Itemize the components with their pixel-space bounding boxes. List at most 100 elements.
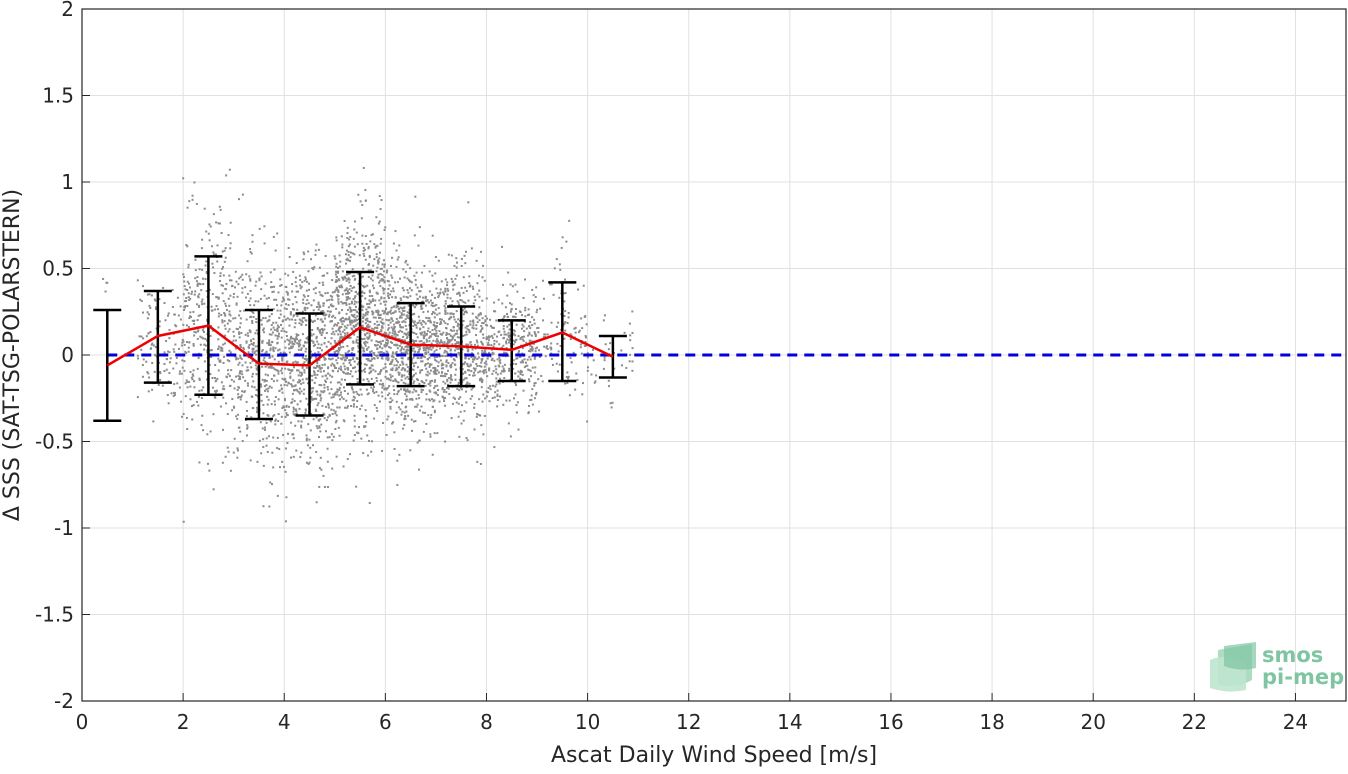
- scatter-point: [320, 384, 323, 387]
- scatter-point: [345, 355, 348, 358]
- scatter-point: [420, 333, 423, 336]
- scatter-point: [493, 301, 496, 304]
- scatter-point: [367, 392, 370, 395]
- scatter-point: [359, 408, 362, 411]
- scatter-point: [431, 274, 434, 277]
- scatter-point: [433, 356, 436, 359]
- scatter-point: [281, 460, 284, 463]
- scatter-point: [377, 310, 380, 313]
- scatter-point: [289, 313, 292, 316]
- scatter-point: [384, 363, 387, 366]
- scatter-point: [185, 416, 188, 419]
- scatter-point: [425, 316, 428, 319]
- scatter-point: [386, 279, 389, 282]
- scatter-point: [402, 363, 405, 366]
- scatter-point: [408, 279, 411, 282]
- scatter-point: [373, 385, 376, 388]
- scatter-point: [208, 469, 211, 472]
- scatter-point: [219, 349, 222, 352]
- scatter-point: [379, 302, 382, 305]
- scatter-point: [403, 339, 406, 342]
- scatter-point: [293, 314, 296, 317]
- scatter-point: [377, 351, 380, 354]
- scatter-point: [353, 360, 356, 363]
- scatter-point: [446, 341, 449, 344]
- scatter-point: [280, 304, 283, 307]
- scatter-point: [442, 343, 445, 346]
- scatter-point: [356, 400, 359, 403]
- scatter-point: [448, 339, 451, 342]
- scatter-point: [305, 437, 308, 440]
- scatter-point: [187, 292, 190, 295]
- scatter-point: [326, 416, 329, 419]
- scatter-point: [465, 311, 468, 314]
- scatter-point: [425, 373, 428, 376]
- scatter-point: [323, 328, 326, 331]
- scatter-point: [387, 294, 390, 297]
- scatter-point: [502, 403, 505, 406]
- scatter-point: [493, 333, 496, 336]
- scatter-point: [319, 332, 322, 335]
- scatter-point: [367, 359, 370, 362]
- scatter-point: [245, 341, 248, 344]
- scatter-point: [288, 368, 291, 371]
- scatter-point: [353, 419, 356, 422]
- scatter-point: [508, 328, 511, 331]
- scatter-point: [351, 287, 354, 290]
- scatter-point: [467, 299, 470, 302]
- scatter-point: [364, 344, 367, 347]
- scatter-point: [222, 385, 225, 388]
- scatter-point: [205, 272, 208, 275]
- scatter-point: [444, 278, 447, 281]
- scatter-point: [262, 446, 265, 449]
- scatter-point: [462, 309, 465, 312]
- scatter-point: [194, 290, 197, 293]
- scatter-point: [396, 361, 399, 364]
- scatter-point: [297, 334, 300, 337]
- scatter-point: [444, 355, 447, 358]
- scatter-point: [192, 342, 195, 345]
- scatter-point: [370, 327, 373, 330]
- scatter-point: [191, 194, 194, 197]
- scatter-point: [317, 343, 320, 346]
- scatter-point: [542, 319, 545, 322]
- scatter-point: [219, 274, 222, 277]
- scatter-point: [346, 232, 349, 235]
- scatter-point: [445, 391, 448, 394]
- scatter-point: [324, 358, 327, 361]
- scatter-point: [186, 304, 189, 307]
- scatter-point: [392, 385, 395, 388]
- scatter-point: [455, 320, 458, 323]
- scatter-point: [307, 403, 310, 406]
- scatter-point: [344, 356, 347, 359]
- scatter-point: [367, 323, 370, 326]
- scatter-point: [139, 298, 142, 301]
- scatter-point: [248, 329, 251, 332]
- scatter-point: [285, 303, 288, 306]
- scatter-point: [366, 310, 369, 313]
- scatter-point: [277, 326, 280, 329]
- scatter-point: [582, 284, 585, 287]
- scatter-point: [355, 340, 358, 343]
- scatter-point: [331, 295, 334, 298]
- scatter-point: [368, 255, 371, 258]
- x-tick-label: 12: [676, 710, 701, 734]
- scatter-point: [532, 294, 535, 297]
- scatter-point: [515, 404, 518, 407]
- scatter-point: [186, 280, 189, 283]
- scatter-point: [483, 351, 486, 354]
- scatter-point: [272, 366, 275, 369]
- scatter-point: [420, 356, 423, 359]
- scatter-point: [159, 370, 162, 373]
- scatter-point: [349, 358, 352, 361]
- scatter-point: [313, 370, 316, 373]
- scatter-point: [232, 451, 235, 454]
- scatter-point: [281, 407, 284, 410]
- scatter-point: [550, 357, 553, 360]
- scatter-point: [319, 328, 322, 331]
- scatter-point: [292, 406, 295, 409]
- x-tick-label: 10: [575, 710, 600, 734]
- scatter-point: [389, 341, 392, 344]
- scatter-point: [227, 234, 230, 237]
- scatter-point: [371, 310, 374, 313]
